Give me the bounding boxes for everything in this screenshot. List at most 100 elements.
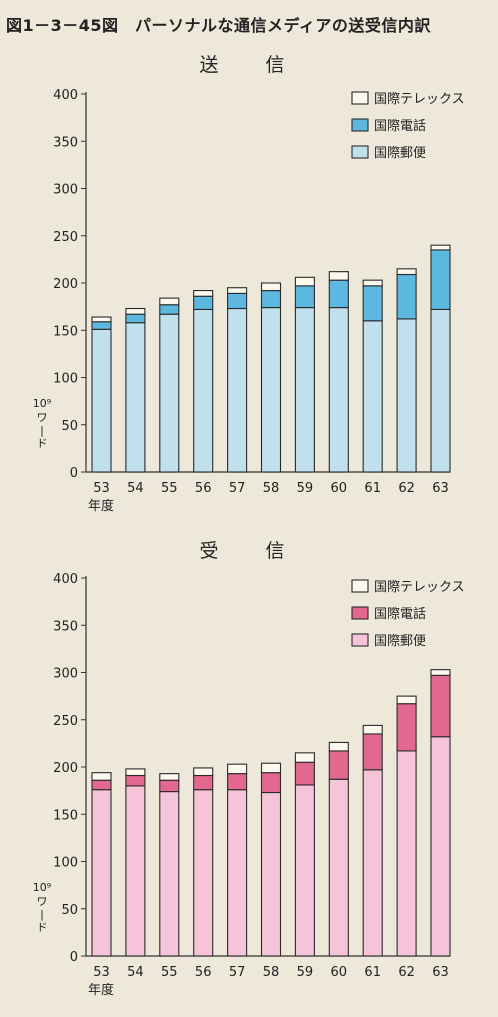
send-bar-53-s2	[91, 316, 112, 323]
send-ytick-label: 200	[53, 277, 78, 292]
send-ytick-label: 0	[70, 466, 78, 481]
recv-bar-62-s2	[396, 695, 417, 705]
recv-bar-59-s2	[294, 752, 315, 763]
recv-legend-swatch-2	[351, 579, 369, 593]
chart-title-receive: 受 信	[199, 540, 299, 562]
chart-title-send: 送 信	[199, 54, 299, 76]
recv-bar-58-s2	[260, 762, 282, 774]
recv-bar-57-s0	[227, 789, 248, 957]
recv-ylabel-char: ワ	[37, 895, 48, 908]
recv-xtick-label: 54	[127, 965, 144, 980]
recv-bar-54-s1	[125, 774, 146, 787]
send-ytick-label: 350	[53, 135, 78, 150]
recv-legend-label-2: 国際テレックス	[374, 580, 465, 595]
send-bar-57-s2	[227, 287, 248, 294]
recv-xtick-label: 57	[229, 965, 246, 980]
recv-ytick-label: 350	[53, 619, 78, 634]
recv-bar-56-s2	[193, 767, 214, 777]
send-ytick-label: 250	[53, 230, 78, 245]
send-bar-58-s2	[260, 282, 282, 292]
recv-ytick-label: 200	[53, 761, 78, 776]
recv-xtick-label: 56	[195, 965, 212, 980]
recv-ytick-label: 150	[53, 808, 78, 823]
send-xtick-label: 54	[127, 481, 144, 496]
send-xtick-label: 60	[331, 481, 348, 496]
send-bar-59-s2	[294, 276, 315, 287]
recv-bar-60-s1	[328, 750, 349, 780]
recv-bar-53-s0	[91, 789, 112, 957]
recv-legend-label-1: 国際電話	[374, 606, 426, 622]
send-xtick-label: 63	[432, 481, 449, 496]
send-legend-label-1: 国際電話	[374, 118, 426, 134]
send-ytick-label: 300	[53, 183, 78, 198]
recv-bar-56-s0	[193, 789, 214, 957]
send-legend-swatch-2	[351, 91, 369, 105]
recv-bar-53-s2	[91, 772, 112, 781]
send-ylabel-char: ワ	[37, 411, 48, 424]
recv-bar-59-s1	[294, 761, 315, 786]
send-xlabel: 年度	[88, 498, 114, 514]
recv-ylabel: 10⁹	[33, 881, 51, 894]
send-xtick-label: 53	[93, 481, 110, 496]
send-ytick-label: 400	[53, 88, 78, 103]
send-ytick-label: 100	[53, 372, 78, 387]
recv-bar-63-s0	[430, 736, 451, 957]
send-bar-54-s2	[125, 307, 146, 315]
send-bar-62-s2	[396, 268, 417, 276]
recv-xtick-label: 55	[161, 965, 178, 980]
recv-bar-60-s0	[328, 778, 349, 957]
recv-bar-61-s1	[362, 733, 383, 771]
send-xtick-label: 57	[229, 481, 246, 496]
recv-bar-59-s0	[294, 784, 315, 957]
recv-ytick-label: 250	[53, 714, 78, 729]
recv-bar-62-s0	[396, 750, 417, 957]
recv-bar-57-s2	[227, 763, 248, 775]
recv-xtick-label: 59	[297, 965, 314, 980]
recv-bar-53-s1	[91, 779, 112, 791]
send-xtick-label: 59	[297, 481, 314, 496]
recv-bar-56-s1	[193, 774, 214, 791]
recv-xtick-label: 61	[364, 965, 381, 980]
recv-ytick-label: 300	[53, 667, 78, 682]
recv-legend-swatch-1	[351, 606, 369, 620]
recv-bar-55-s2	[159, 773, 180, 781]
recv-xtick-label: 60	[331, 965, 348, 980]
send-legend-swatch-0	[351, 145, 369, 159]
recv-bar-60-s2	[328, 741, 349, 752]
send-bar-61-s2	[362, 279, 383, 287]
send-bar-60-s2	[328, 271, 349, 281]
send-xtick-label: 56	[195, 481, 212, 496]
recv-bar-58-s0	[260, 791, 282, 957]
recv-xlabel: 年度	[88, 982, 114, 998]
recv-bar-55-s1	[159, 779, 180, 793]
recv-ylabel-char: |	[40, 908, 44, 921]
recv-bar-63-s1	[430, 674, 451, 738]
recv-xtick-label: 63	[432, 965, 449, 980]
send-ylabel-char: ド	[37, 437, 48, 450]
send-ylabel: 10⁹	[33, 397, 51, 410]
recv-ytick-label: 100	[53, 856, 78, 871]
recv-xtick-label: 62	[398, 965, 415, 980]
recv-bar-63-s2	[430, 669, 451, 676]
figure-title: 図1－3－45図 パーソナルな通信メディアの送受信内訳	[6, 16, 431, 35]
recv-bar-57-s1	[227, 773, 248, 791]
send-legend-label-2: 国際テレックス	[374, 92, 465, 107]
send-xtick-label: 62	[398, 481, 415, 496]
send-ylabel-char: |	[40, 424, 44, 437]
recv-xtick-label: 53	[93, 965, 110, 980]
recv-legend-swatch-0	[351, 633, 369, 647]
send-ytick-label: 50	[61, 419, 78, 434]
send-legend-swatch-1	[351, 118, 369, 132]
recv-bar-61-s2	[362, 724, 383, 735]
send-legend-label-0: 国際郵便	[374, 146, 426, 161]
send-bar-55-s2	[159, 297, 180, 306]
send-xtick-label: 55	[161, 481, 178, 496]
recv-ylabel-char: ド	[37, 921, 48, 934]
recv-ytick-label: 50	[61, 903, 78, 918]
send-bar-56-s2	[193, 290, 214, 297]
recv-bar-55-s0	[159, 791, 180, 957]
recv-bar-54-s0	[125, 785, 146, 957]
recv-bar-62-s1	[396, 703, 417, 752]
